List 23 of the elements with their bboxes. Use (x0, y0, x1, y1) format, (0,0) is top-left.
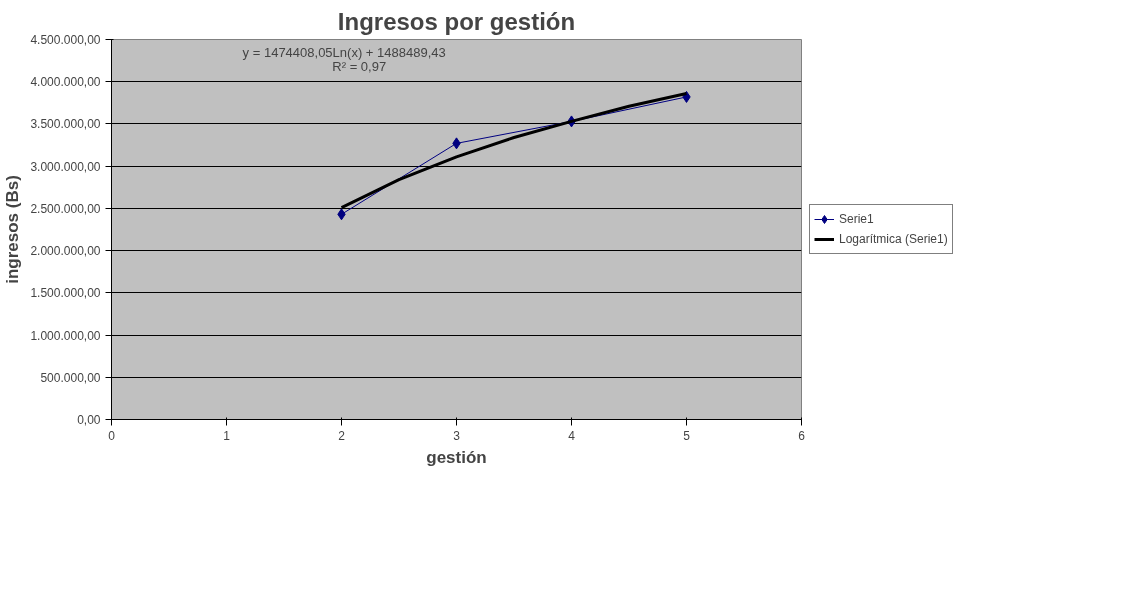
y-tick-label: 1.500.000,00 (30, 286, 101, 301)
y-tick-label: 3.500.000,00 (30, 117, 101, 132)
y-tick-label: 2.000.000,00 (30, 244, 101, 259)
annotation: y = 1474408,05Ln(x) + 1488489,43 (242, 45, 446, 61)
y-tick-label: 0,00 (77, 413, 101, 427)
y-tick-label: 4.000.000,00 (30, 75, 101, 90)
y-tick-label: 1.000.000,00 (30, 328, 101, 343)
y-tick-label: 4.500.000,00 (30, 33, 101, 47)
y-tick-label: 500.000,00 (40, 370, 101, 385)
x-tick-label: 1 (223, 428, 231, 443)
x-tick-label: 0 (108, 428, 116, 443)
x-tick-label: 2 (338, 428, 346, 443)
x-tick-label: 3 (453, 428, 461, 443)
x-tick-label: 6 (798, 428, 806, 443)
y-axis-title: ingresos (Bs) (3, 175, 23, 284)
y-tick-label: 2.500.000,00 (30, 201, 101, 216)
x-axis-title: gestión (426, 447, 487, 467)
legend-label: Logarítmica (Serie1) (839, 232, 948, 246)
x-tick-label: 5 (683, 428, 691, 443)
legend-label: Serie1 (839, 212, 874, 226)
y-tick-label: 3.000.000,00 (30, 159, 101, 174)
chart-title: Ingresos por gestión (337, 7, 576, 35)
x-tick-label: 4 (568, 428, 576, 443)
